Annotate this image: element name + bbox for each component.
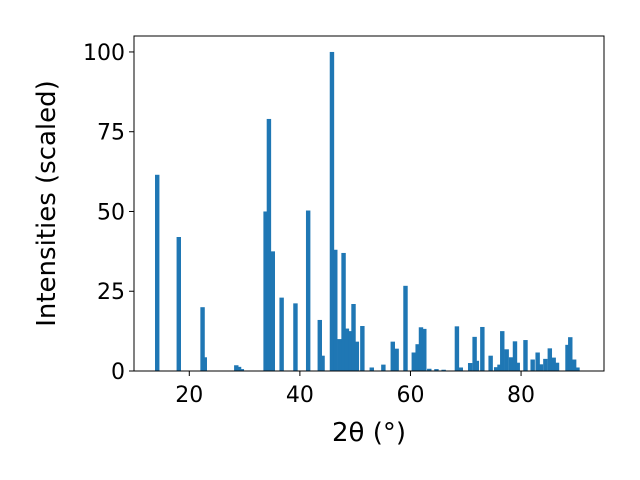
bar xyxy=(472,336,477,371)
bar xyxy=(493,367,499,371)
bar xyxy=(202,357,207,371)
bar xyxy=(422,328,427,371)
y-axis-label: Intensities (scaled) xyxy=(32,80,62,327)
bar xyxy=(394,348,399,371)
bar xyxy=(279,297,284,371)
bar xyxy=(454,326,460,371)
bar xyxy=(568,337,573,371)
bar xyxy=(535,352,540,371)
bar xyxy=(500,331,505,371)
y-tick-label: 50 xyxy=(97,200,125,225)
bar xyxy=(488,355,493,371)
bar xyxy=(236,366,242,371)
x-tick-label: 60 xyxy=(396,383,424,408)
bar xyxy=(293,303,298,371)
bar xyxy=(427,368,432,371)
bar xyxy=(403,285,408,371)
bar xyxy=(317,319,322,371)
bar xyxy=(155,174,160,371)
bar xyxy=(320,355,325,371)
bar xyxy=(530,359,535,371)
bar xyxy=(458,367,463,371)
bar xyxy=(369,367,374,371)
bar xyxy=(551,357,556,371)
bar xyxy=(176,237,181,371)
bar xyxy=(234,365,239,371)
bar xyxy=(263,211,268,371)
bar xyxy=(418,327,424,371)
x-ticks-group: 20 40 60 80 xyxy=(175,371,535,408)
y-tick-label: 0 xyxy=(111,360,125,385)
plot-frame xyxy=(133,35,605,372)
bar xyxy=(538,364,544,371)
bar xyxy=(497,364,502,371)
bar xyxy=(571,359,577,371)
bar xyxy=(390,341,395,371)
bar xyxy=(512,341,518,371)
bar xyxy=(554,362,560,371)
bar xyxy=(515,362,520,371)
bar xyxy=(411,352,416,371)
bar xyxy=(543,358,548,371)
bar xyxy=(415,344,420,371)
bar xyxy=(474,360,480,371)
y-tick-label: 25 xyxy=(97,280,125,305)
bar xyxy=(467,363,473,371)
bar xyxy=(504,349,509,371)
bar xyxy=(434,369,439,371)
bar xyxy=(508,357,514,371)
bar xyxy=(354,341,360,371)
bar xyxy=(360,326,365,371)
bar xyxy=(333,249,338,371)
bar xyxy=(348,331,353,371)
y-tick-label: 100 xyxy=(83,41,125,66)
bar xyxy=(441,369,446,371)
bar xyxy=(329,51,335,371)
y-ticks-group: 0 25 50 75 100 xyxy=(83,41,134,385)
x-tick-label: 80 xyxy=(507,383,535,408)
bar xyxy=(344,328,350,371)
bar xyxy=(270,251,275,371)
bar xyxy=(565,344,570,371)
x-tick-label: 20 xyxy=(175,383,203,408)
bar xyxy=(341,252,346,371)
x-axis-label: 2θ (°) xyxy=(332,418,406,448)
bar xyxy=(239,369,245,371)
bar xyxy=(337,339,342,371)
bar xyxy=(305,210,311,371)
y-tick-label: 75 xyxy=(97,121,125,146)
bar xyxy=(381,364,386,371)
x-tick-label: 40 xyxy=(286,383,314,408)
bar xyxy=(351,304,356,371)
bar xyxy=(200,307,205,371)
bar xyxy=(266,118,272,371)
bars-group xyxy=(155,51,580,371)
bar xyxy=(523,340,528,371)
bar xyxy=(575,367,580,371)
bar xyxy=(480,326,485,371)
bar xyxy=(547,348,553,371)
